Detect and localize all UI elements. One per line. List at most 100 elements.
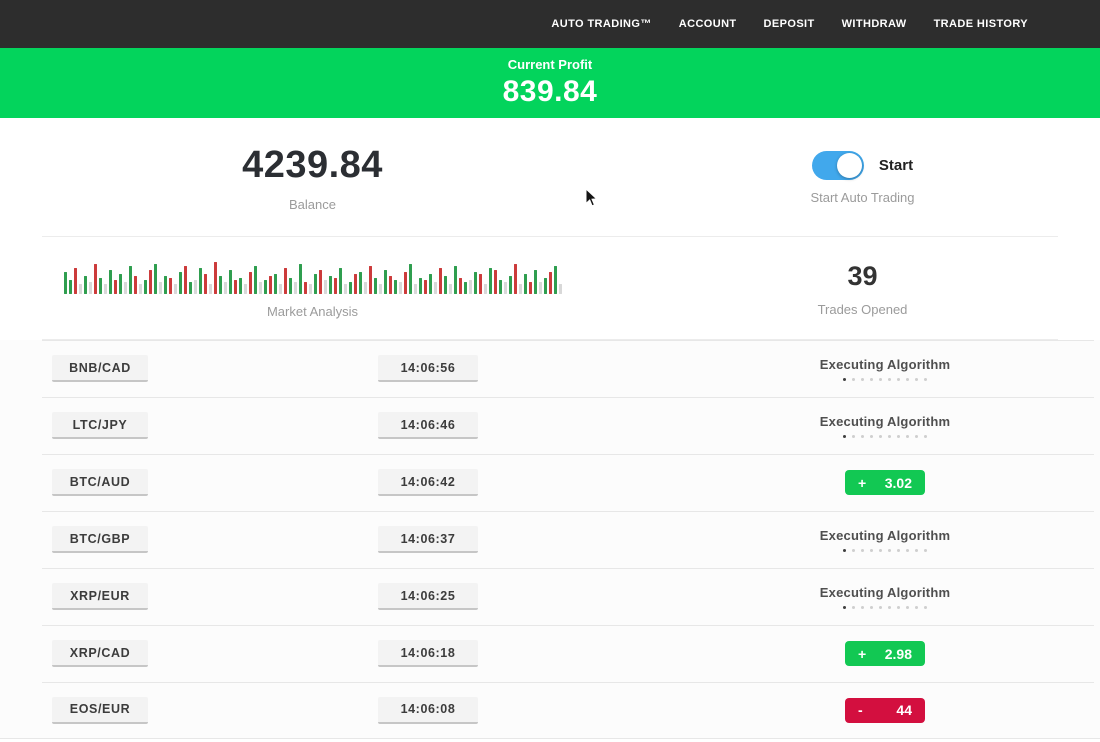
time-badge: 14:06:25 <box>378 583 478 610</box>
market-bar <box>338 268 342 294</box>
market-bar <box>283 268 287 294</box>
market-bar <box>478 274 482 294</box>
trades-opened-cell: 39 Trades Opened <box>625 237 1100 340</box>
market-bar <box>498 280 502 294</box>
market-bar <box>253 266 257 294</box>
progress-dot <box>906 605 909 609</box>
market-bar <box>188 282 192 294</box>
current-profit-banner: Current Profit 839.84 <box>0 48 1100 118</box>
market-bar <box>403 272 407 294</box>
result-amount: 44 <box>896 702 912 718</box>
market-bar <box>443 276 447 294</box>
trade-status: Executing Algorithm <box>765 528 1005 552</box>
current-profit-label: Current Profit <box>507 57 593 72</box>
market-bar <box>348 282 352 294</box>
progress-dot <box>843 548 846 552</box>
progress-dot <box>906 377 909 381</box>
market-bar <box>163 276 167 294</box>
market-bar <box>523 274 527 294</box>
market-bar <box>293 282 297 294</box>
market-bar <box>418 278 422 294</box>
market-bar <box>313 274 317 294</box>
market-bar <box>493 270 497 294</box>
market-bar <box>463 282 467 294</box>
executing-label: Executing Algorithm <box>819 356 951 372</box>
executing-label: Executing Algorithm <box>819 527 951 543</box>
progress-dot <box>897 548 900 552</box>
market-bar <box>308 284 312 294</box>
market-bar <box>353 274 357 294</box>
progress-dot <box>861 548 864 552</box>
market-bar <box>93 264 97 294</box>
market-bar <box>143 280 147 294</box>
result-amount: 2.98 <box>884 645 912 662</box>
market-bar <box>368 266 372 294</box>
toggle-label: Start <box>878 156 914 174</box>
executing-progress-dots <box>765 377 1005 381</box>
progress-dot <box>888 548 891 552</box>
market-bar <box>513 264 517 294</box>
market-bar <box>203 274 207 294</box>
market-bar <box>183 266 187 294</box>
nav-item-deposit[interactable]: DEPOSIT <box>763 18 815 30</box>
executing-label: Executing Algorithm <box>819 584 951 600</box>
market-bar <box>473 272 477 294</box>
market-bar <box>78 284 82 294</box>
balance-value: 4239.84 <box>242 143 383 186</box>
market-bar <box>398 282 402 294</box>
market-bar <box>453 266 457 294</box>
progress-dot <box>915 434 918 438</box>
market-bar <box>288 278 292 294</box>
pair-badge: XRP/EUR <box>52 583 148 610</box>
nav-item-auto-trading[interactable]: AUTO TRADING™ <box>551 18 652 30</box>
market-bar <box>408 264 412 294</box>
market-bar <box>423 280 427 294</box>
navbar-menu: AUTO TRADING™ ACCOUNT DEPOSIT WITHDRAW TRADE… <box>551 18 1028 30</box>
market-bar <box>223 282 227 294</box>
nav-item-withdraw[interactable]: WITHDRAW <box>841 18 907 30</box>
trades-opened-label: Trades Opened <box>817 301 908 317</box>
progress-dot <box>861 605 864 609</box>
trade-row: LTC/JPY 14:06:46 Executing Algorithm <box>0 397 1100 454</box>
profit-badge: +2.98 <box>845 641 925 666</box>
market-bar <box>538 282 542 294</box>
market-bar <box>108 270 112 294</box>
executing-label: Executing Algorithm <box>819 413 951 429</box>
market-bar <box>488 268 492 294</box>
market-bar <box>63 272 67 294</box>
market-bar <box>388 276 392 294</box>
market-bar <box>533 270 537 294</box>
trades-list: BNB/CAD 14:06:56 Executing Algorithm LTC/JP… <box>0 340 1100 739</box>
trade-row: BNB/CAD 14:06:56 Executing Algorithm <box>0 340 1100 397</box>
market-bar <box>383 270 387 294</box>
trade-row: XRP/EUR 14:06:25 Executing Algorithm <box>0 568 1100 625</box>
time-badge: 14:06:18 <box>378 640 478 667</box>
auto-trading-toggle[interactable] <box>811 150 864 180</box>
trade-status: Executing Algorithm <box>765 585 1005 609</box>
progress-dot <box>888 605 891 609</box>
nav-item-trade-history[interactable]: TRADE HISTORY <box>933 18 1028 30</box>
market-bar <box>153 264 157 294</box>
progress-dot <box>897 377 900 381</box>
progress-dot <box>843 434 846 438</box>
profit-badge: +3.02 <box>845 470 925 495</box>
market-bar <box>258 282 262 294</box>
market-bar <box>553 266 557 294</box>
market-bar <box>468 280 472 294</box>
market-bar <box>393 280 397 294</box>
progress-dot <box>870 377 873 381</box>
trade-row: BTC/GBP 14:06:37 Executing Algorithm <box>0 511 1100 568</box>
market-bar <box>543 278 547 294</box>
trade-row: EOS/EUR 14:06:08 - 44 <box>0 682 1100 739</box>
trades-opened-value: 39 <box>847 260 878 291</box>
progress-dot <box>843 377 846 381</box>
progress-dot <box>879 605 882 609</box>
market-bar <box>343 284 347 294</box>
market-analysis-cell: Market Analysis <box>0 237 625 340</box>
market-bar <box>358 272 362 294</box>
nav-item-account[interactable]: ACCOUNT <box>678 18 737 30</box>
progress-dot <box>843 605 846 609</box>
balance-cell: 4239.84 Balance <box>0 118 625 237</box>
market-bar <box>323 280 327 294</box>
market-bar <box>248 272 252 294</box>
